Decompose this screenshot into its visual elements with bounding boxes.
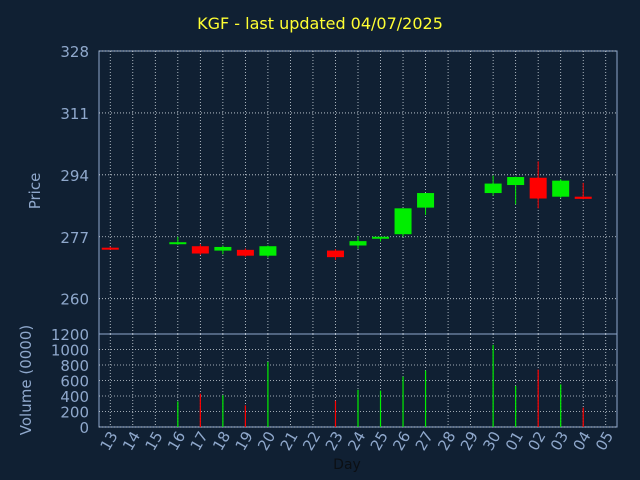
day-tick-label: 26 bbox=[389, 428, 414, 454]
day-tick-group: 22 bbox=[299, 428, 324, 454]
day-tick-label: 04 bbox=[569, 428, 594, 454]
volume-bar bbox=[582, 407, 584, 427]
volume-bar bbox=[244, 405, 246, 427]
day-tick-group: 01 bbox=[502, 428, 527, 454]
candle-body bbox=[169, 242, 187, 245]
day-tick-group: 30 bbox=[479, 428, 504, 454]
volume-tick-label: 0 bbox=[79, 419, 89, 437]
day-tick-group: 15 bbox=[142, 428, 167, 454]
day-tick-group: 26 bbox=[389, 428, 414, 454]
volume-bar bbox=[357, 389, 359, 427]
day-tick-group: 02 bbox=[524, 428, 549, 454]
day-tick-label: 19 bbox=[232, 428, 257, 454]
day-tick-group: 17 bbox=[187, 428, 212, 454]
day-tick-group: 04 bbox=[569, 428, 594, 454]
volume-bar bbox=[402, 376, 404, 427]
candle-body bbox=[507, 177, 525, 186]
price-tick-label: 294 bbox=[60, 167, 89, 185]
day-tick-label: 15 bbox=[142, 428, 167, 454]
day-tick-group: 18 bbox=[209, 428, 234, 454]
volume-tick-label: 1000 bbox=[51, 342, 89, 360]
day-tick-group: 27 bbox=[412, 428, 437, 454]
day-tick-label: 17 bbox=[187, 428, 212, 454]
day-tick-label: 02 bbox=[524, 428, 549, 454]
day-tick-label: 20 bbox=[254, 428, 279, 454]
day-tick-group: 03 bbox=[547, 428, 572, 454]
day-tick-group: 25 bbox=[367, 428, 392, 454]
candle-body bbox=[529, 177, 547, 199]
day-tick-group: 14 bbox=[119, 428, 144, 454]
candle-body bbox=[484, 183, 502, 194]
volume-bar bbox=[334, 400, 337, 427]
volume-bar bbox=[267, 361, 269, 427]
price-tick-label: 311 bbox=[60, 105, 89, 123]
day-tick-group: 23 bbox=[322, 428, 347, 454]
volume-bar bbox=[199, 393, 201, 427]
volume-bar bbox=[492, 344, 494, 427]
volume-bar bbox=[560, 384, 562, 427]
day-tick-group: 16 bbox=[164, 428, 189, 454]
day-tick-label: 13 bbox=[96, 428, 121, 454]
volume-tick-label: 200 bbox=[60, 404, 89, 422]
day-tick-label: 21 bbox=[277, 428, 302, 454]
day-tick-group: 13 bbox=[96, 428, 121, 454]
volume-bar bbox=[515, 385, 517, 427]
volume-tick-label: 800 bbox=[60, 357, 89, 375]
day-tick-group: 19 bbox=[232, 428, 257, 454]
candle-body bbox=[236, 249, 254, 256]
chart-title: KGF - last updated 04/07/2025 bbox=[197, 14, 443, 33]
day-tick-label: 14 bbox=[119, 428, 144, 454]
day-tick-label: 18 bbox=[209, 428, 234, 454]
day-tick-label: 25 bbox=[367, 428, 392, 454]
volume-bar bbox=[424, 370, 427, 427]
day-tick-label: 23 bbox=[322, 428, 347, 454]
day-axis-label: Day bbox=[333, 457, 361, 473]
day-tick-label: 30 bbox=[479, 428, 504, 454]
candle-body bbox=[372, 236, 390, 239]
day-tick-label: 05 bbox=[592, 428, 617, 454]
candle-body bbox=[214, 246, 232, 251]
price-tick-label: 328 bbox=[60, 43, 89, 61]
day-tick-group: 29 bbox=[457, 428, 482, 454]
day-tick-group: 24 bbox=[344, 428, 369, 454]
price-tick-label: 277 bbox=[60, 229, 89, 247]
candle-body bbox=[259, 246, 277, 256]
candle-body bbox=[191, 246, 209, 254]
candle-body bbox=[574, 196, 592, 199]
day-tick-label: 01 bbox=[502, 428, 527, 454]
day-tick-group: 21 bbox=[277, 428, 302, 454]
candle-body bbox=[417, 193, 435, 208]
volume-bar bbox=[379, 390, 382, 427]
day-tick-label: 03 bbox=[547, 428, 572, 454]
day-tick-group: 05 bbox=[592, 428, 617, 454]
candle-body bbox=[394, 208, 412, 235]
day-tick-label: 16 bbox=[164, 428, 189, 454]
candle-body bbox=[552, 180, 570, 197]
day-tick-label: 22 bbox=[299, 428, 324, 454]
candle-body bbox=[326, 250, 344, 258]
candle-body bbox=[101, 247, 119, 250]
day-tick-group: 20 bbox=[254, 428, 279, 454]
day-tick-label: 29 bbox=[457, 428, 482, 454]
price-tick-label: 260 bbox=[60, 291, 89, 309]
day-tick-label: 24 bbox=[344, 428, 369, 454]
day-tick-group: 28 bbox=[434, 428, 459, 454]
volume-tick-label: 1200 bbox=[51, 326, 89, 344]
volume-bar bbox=[177, 401, 179, 427]
volume-bar bbox=[222, 395, 224, 427]
volume-bar bbox=[537, 369, 539, 427]
day-tick-label: 27 bbox=[412, 428, 437, 454]
day-tick-label: 28 bbox=[434, 428, 459, 454]
volume-tick-label: 400 bbox=[60, 388, 89, 406]
candle-body bbox=[349, 241, 367, 246]
volume-tick-label: 600 bbox=[60, 373, 89, 391]
